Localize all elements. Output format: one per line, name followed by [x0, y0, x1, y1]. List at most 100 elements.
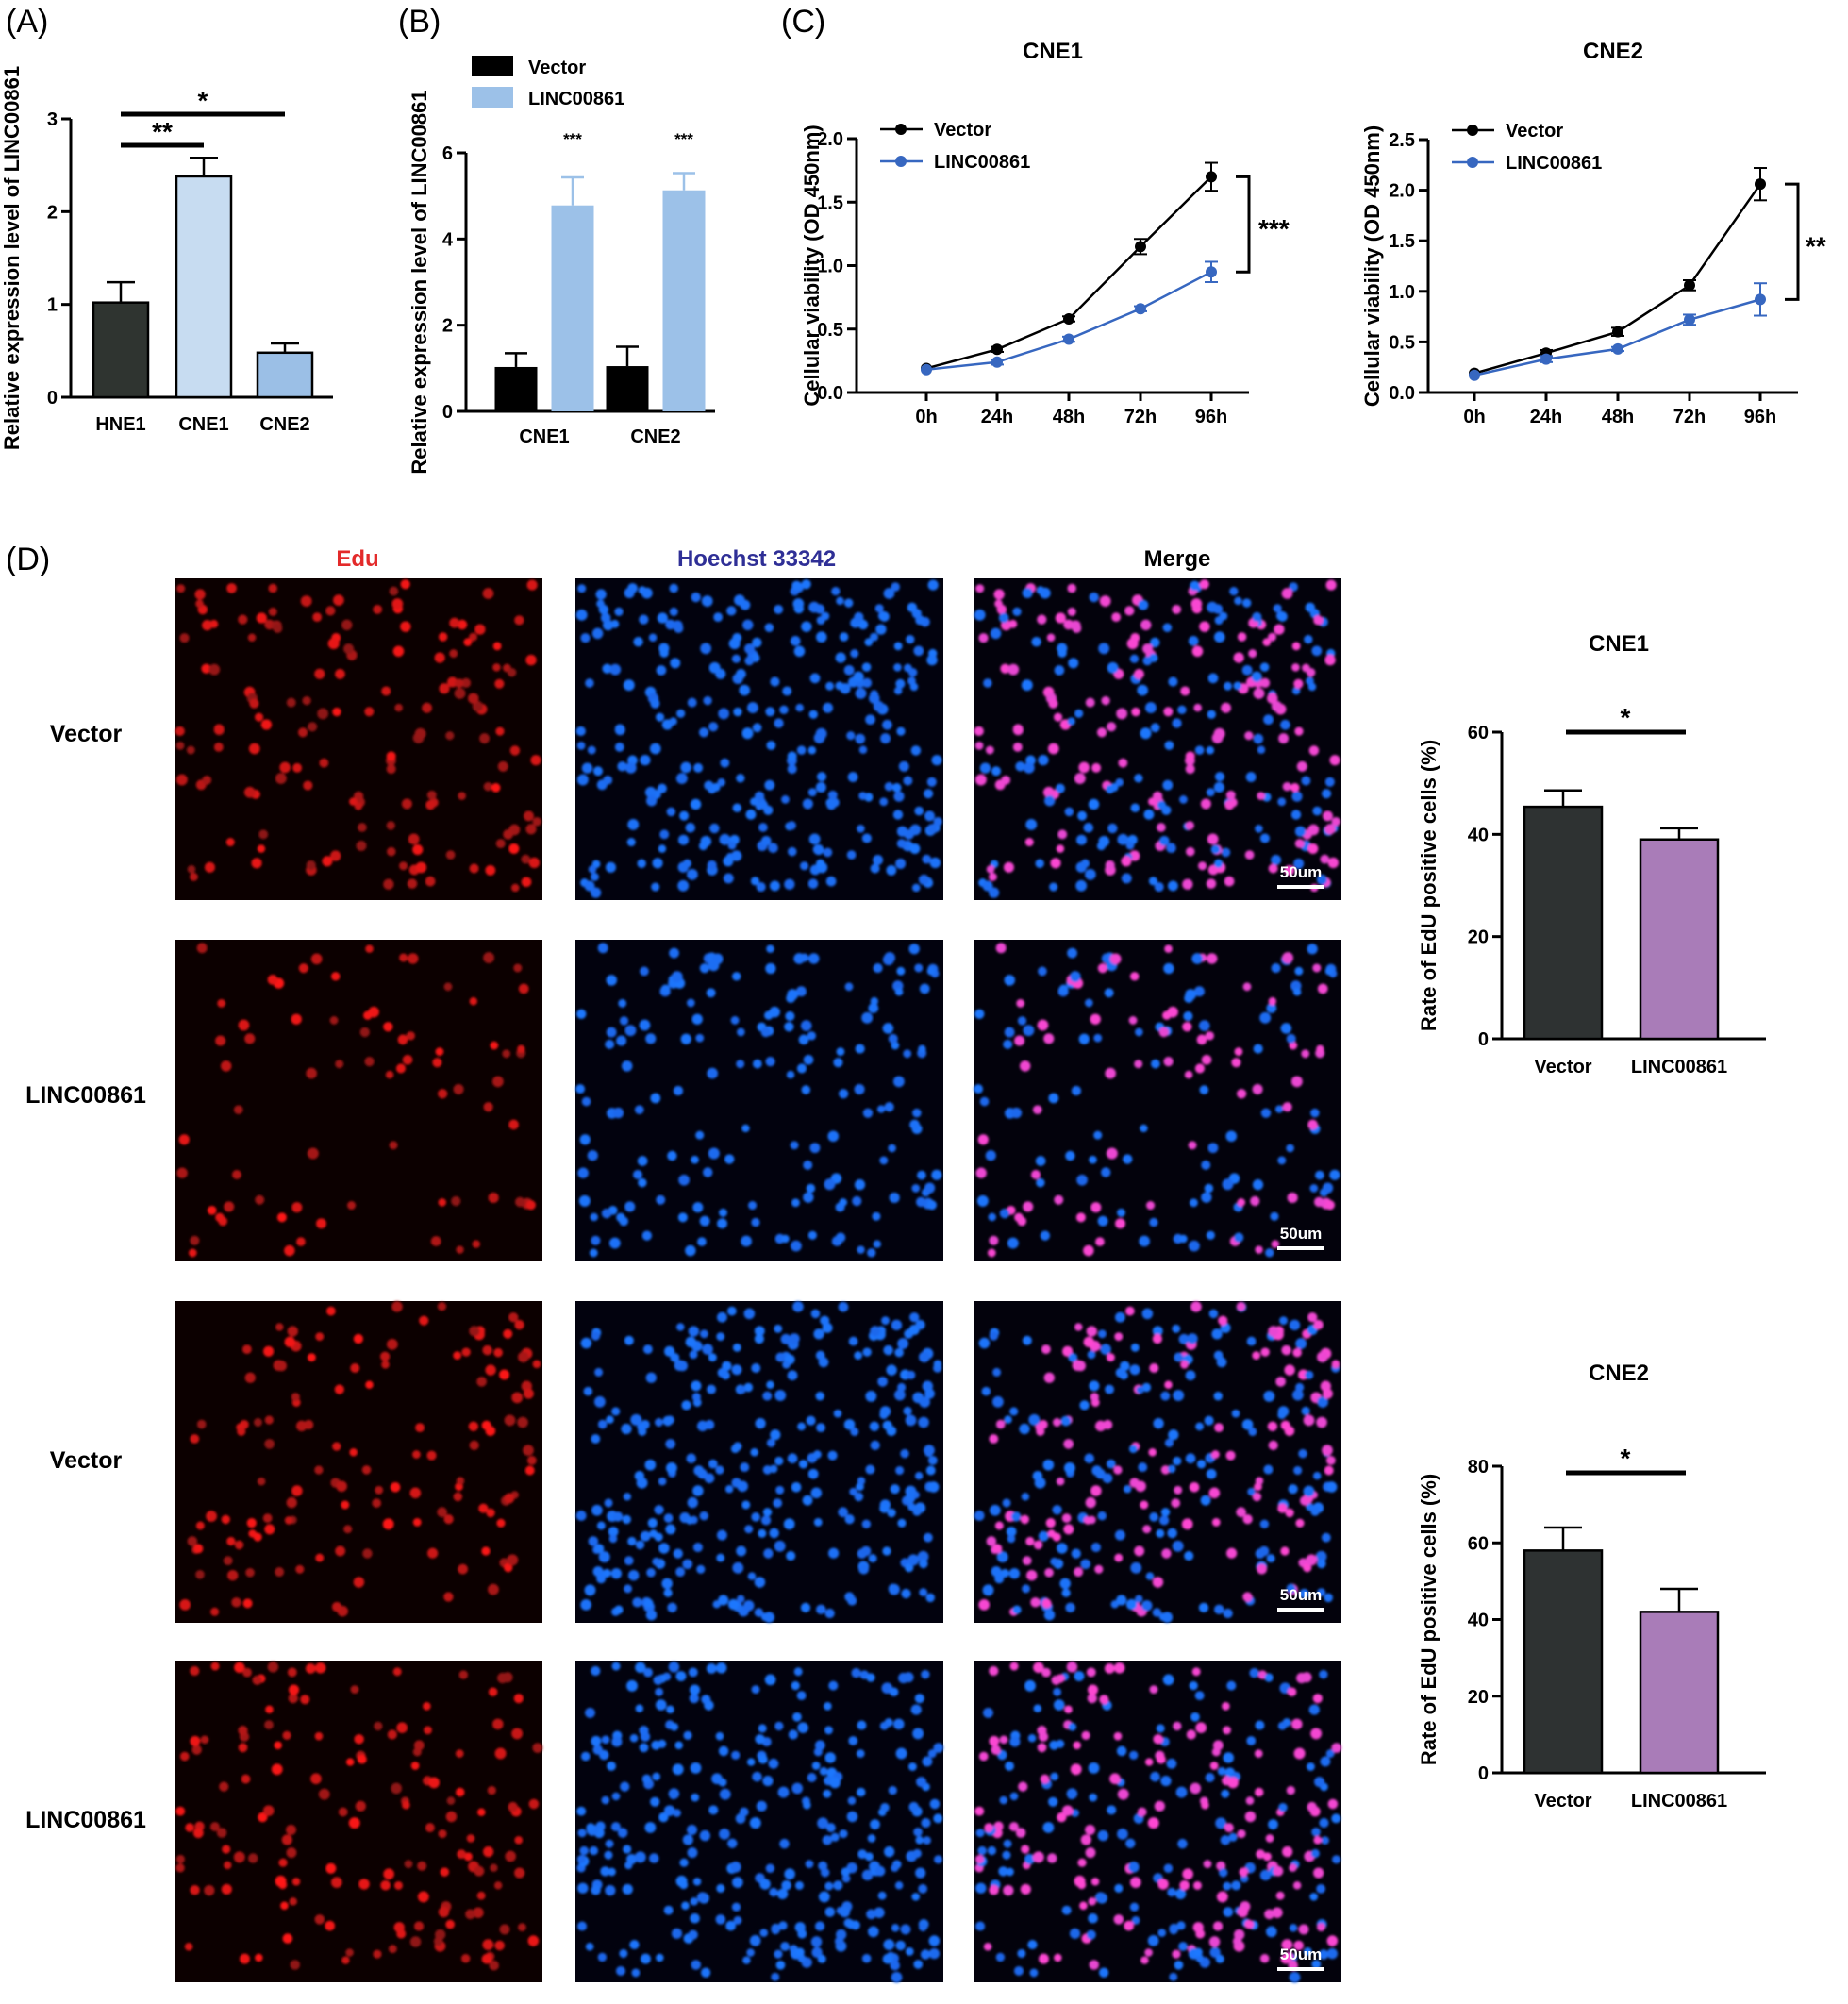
cell [234, 1540, 244, 1550]
data-point [991, 343, 1003, 356]
cell [656, 1194, 666, 1205]
x-tick-label: 0h [915, 407, 937, 427]
cell [1290, 810, 1302, 820]
cell [894, 1347, 904, 1358]
cell [1207, 673, 1219, 684]
cell [718, 1595, 729, 1606]
cell [1194, 1691, 1205, 1701]
cell [532, 1743, 543, 1753]
cell [912, 1108, 922, 1118]
cell [1074, 1567, 1084, 1578]
cell [929, 1798, 941, 1810]
cell [1022, 587, 1033, 599]
cell [887, 1508, 896, 1518]
cell [903, 1672, 914, 1683]
cell [1152, 1608, 1162, 1617]
cell [1090, 1485, 1102, 1496]
cell [687, 1496, 698, 1509]
cell [737, 1027, 745, 1037]
cell [1260, 1347, 1270, 1357]
cell [1204, 1415, 1214, 1426]
cell [239, 1953, 250, 1964]
cell [732, 972, 741, 981]
cell [862, 1347, 872, 1357]
sig-label: * [1621, 703, 1631, 732]
cell [787, 989, 799, 1001]
cell [428, 1777, 440, 1789]
cell [1255, 1477, 1264, 1485]
cell [399, 861, 408, 871]
y-tick-label: 60 [1468, 1533, 1489, 1554]
cell [641, 587, 653, 599]
cell [1084, 1453, 1094, 1464]
bar-cne1 [175, 175, 233, 399]
cell [406, 1031, 416, 1041]
cell [839, 632, 849, 642]
cell [284, 1336, 295, 1348]
cell [305, 1663, 316, 1674]
micrograph-edu-row2 [175, 940, 542, 1261]
cell [607, 1761, 616, 1771]
cell [463, 638, 473, 646]
cell [1135, 1480, 1146, 1493]
cell [1274, 1105, 1284, 1113]
cell [717, 1218, 727, 1229]
cell [1322, 1445, 1333, 1456]
cell [808, 601, 820, 613]
bar-hne1 [92, 301, 150, 399]
cell [590, 872, 599, 881]
cell [596, 599, 605, 609]
cell [365, 1380, 374, 1389]
cell [699, 1215, 710, 1227]
cell [691, 592, 701, 603]
cell [1075, 879, 1088, 892]
cell [1149, 1363, 1159, 1374]
cell [1163, 962, 1174, 975]
cell [917, 1170, 926, 1180]
cell [306, 860, 316, 871]
scale-bar-label: 50um [1280, 1586, 1322, 1604]
cell [252, 1675, 262, 1685]
cell [716, 1883, 725, 1894]
cell [929, 857, 941, 869]
cell [926, 1200, 937, 1211]
cell [1315, 1550, 1327, 1562]
cell [1104, 988, 1114, 998]
x-tick-label: HNE1 [95, 414, 145, 435]
cell [1301, 776, 1311, 786]
cell [1233, 1232, 1244, 1243]
cell [974, 1511, 985, 1521]
cell [1107, 823, 1118, 834]
cell [1190, 1301, 1202, 1312]
cell [847, 772, 858, 782]
cell [472, 700, 484, 712]
cell [701, 595, 713, 607]
cell [253, 1418, 262, 1427]
cell [921, 1669, 930, 1679]
cell [387, 1729, 397, 1740]
cell [1168, 676, 1178, 687]
cell [1125, 1306, 1135, 1316]
cell [438, 1829, 447, 1839]
cell [307, 1147, 319, 1160]
cell [1048, 1796, 1058, 1807]
cell [1037, 1019, 1049, 1031]
cell [1114, 1332, 1124, 1342]
cell [1190, 1712, 1200, 1722]
cell [886, 864, 897, 876]
cell [1298, 1924, 1309, 1935]
cell [702, 1167, 713, 1177]
cell [1167, 1464, 1176, 1474]
cell [744, 656, 755, 666]
cell [1270, 1211, 1279, 1221]
cell [1206, 1468, 1217, 1479]
cell [992, 1544, 1003, 1554]
cell [781, 1879, 791, 1891]
cell [473, 1907, 484, 1918]
cell [1094, 1420, 1107, 1432]
cell [809, 673, 821, 684]
cell [273, 623, 283, 633]
cell [762, 1391, 773, 1401]
